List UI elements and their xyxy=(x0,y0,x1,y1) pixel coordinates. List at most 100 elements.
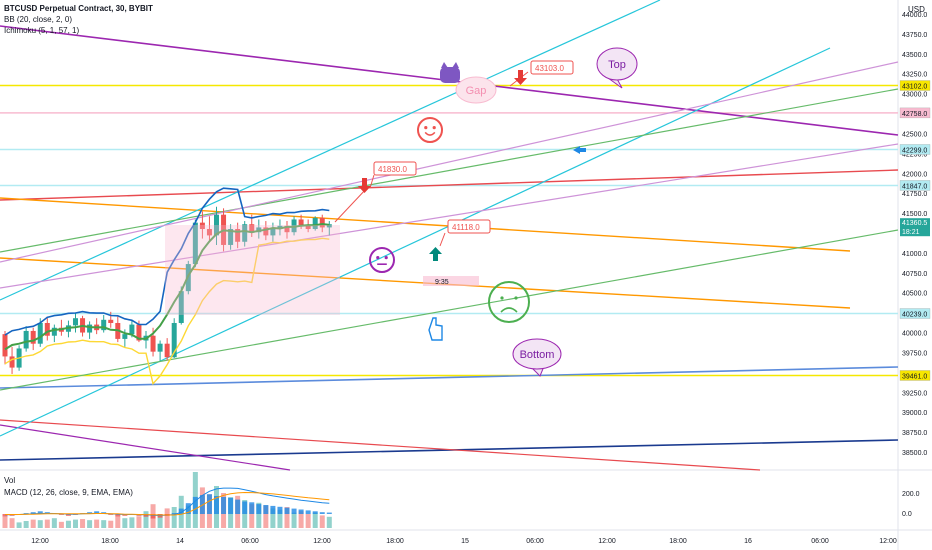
candle-body[interactable] xyxy=(101,319,107,331)
candle-body[interactable] xyxy=(270,229,276,236)
candle-body[interactable] xyxy=(242,224,248,242)
candle-body[interactable] xyxy=(73,318,78,326)
candle-body[interactable] xyxy=(228,229,234,245)
volume-bar xyxy=(65,520,71,528)
volume-bar xyxy=(58,521,64,528)
candle-body[interactable] xyxy=(37,322,43,344)
bottom-label-bubble[interactable] xyxy=(512,338,562,370)
callout-leader xyxy=(439,232,446,247)
candle-body[interactable] xyxy=(122,334,128,339)
y-tick-label: 41500.0 xyxy=(902,211,927,218)
candle-body[interactable] xyxy=(178,291,184,323)
candle-body[interactable] xyxy=(157,343,163,352)
candle-body[interactable] xyxy=(192,222,198,265)
candle-body[interactable] xyxy=(87,324,93,333)
price-callout-41830-box[interactable] xyxy=(373,161,417,176)
top-label-bubble[interactable] xyxy=(596,47,638,81)
y-tick-label: 39750.0 xyxy=(902,350,927,357)
macd-histogram-bar xyxy=(185,503,191,514)
trend-line[interactable] xyxy=(0,366,899,389)
trend-line[interactable] xyxy=(0,419,761,471)
trend-line[interactable] xyxy=(0,424,291,471)
candle-body[interactable] xyxy=(171,322,177,358)
down-arrow-icon[interactable] xyxy=(514,70,527,85)
candle-body[interactable] xyxy=(319,217,325,228)
trend-line[interactable] xyxy=(0,229,899,391)
trend-line[interactable] xyxy=(0,88,899,253)
trend-line[interactable] xyxy=(0,61,899,263)
hand-pointer-icon[interactable] xyxy=(428,317,443,341)
candle-body[interactable] xyxy=(326,224,332,228)
trend-line[interactable] xyxy=(0,169,899,201)
candle-body[interactable] xyxy=(291,219,297,233)
candle-body[interactable] xyxy=(199,222,205,230)
trend-line[interactable] xyxy=(0,0,661,301)
volume-bar xyxy=(284,507,290,528)
candle-body[interactable] xyxy=(305,225,311,230)
macd-histogram-bar xyxy=(319,512,325,514)
price-tag-label: 43102.0 xyxy=(902,84,927,91)
candle-body[interactable] xyxy=(263,227,269,236)
symbol-title[interactable]: BTCUSD Perpetual Contract, 30, BYBIT xyxy=(4,4,153,13)
candle-body[interactable] xyxy=(30,330,36,344)
countdown-label: 18:21 xyxy=(902,229,920,236)
bb-lower-band xyxy=(4,237,330,386)
cat-icon[interactable] xyxy=(440,67,460,83)
volume-bar xyxy=(277,509,283,528)
left-arrow-icon[interactable] xyxy=(573,146,586,154)
price-callout-41118-box[interactable] xyxy=(447,219,491,234)
candle-body[interactable] xyxy=(44,322,50,336)
candle-body[interactable] xyxy=(284,225,290,233)
trend-line[interactable] xyxy=(0,47,831,437)
face-eye xyxy=(432,126,436,130)
volume-bar xyxy=(171,507,177,528)
macd-histogram-bar xyxy=(108,514,114,515)
price-tag-box xyxy=(899,80,931,91)
candle-body[interactable] xyxy=(2,334,8,357)
volume-bar xyxy=(305,514,311,528)
bb-indicator-label[interactable]: BB (20, close, 2, 0) xyxy=(4,15,73,24)
sad-face-icon[interactable] xyxy=(488,281,530,323)
candle-body[interactable] xyxy=(249,224,255,233)
candle-body[interactable] xyxy=(312,217,318,230)
macd-histogram-bar xyxy=(242,501,248,514)
candle-body[interactable] xyxy=(298,219,304,226)
volume-bar xyxy=(143,511,149,528)
trend-line[interactable] xyxy=(0,143,899,289)
macd-legend[interactable]: MACD (12, 26, close, 9, EMA, EMA) xyxy=(4,488,133,497)
candle-body[interactable] xyxy=(235,229,241,242)
candle-body[interactable] xyxy=(277,225,283,230)
trend-line[interactable] xyxy=(0,197,851,252)
candle-body[interactable] xyxy=(206,229,212,236)
last-price-box xyxy=(900,218,930,237)
candle-body[interactable] xyxy=(9,356,15,368)
y-tick-label: 42500.0 xyxy=(902,131,927,138)
candle-body[interactable] xyxy=(150,335,156,352)
price-tag-box xyxy=(899,107,931,119)
vol-legend[interactable]: Vol xyxy=(4,476,16,485)
candle-body[interactable] xyxy=(136,324,142,341)
cat-ears xyxy=(441,62,459,68)
macd-histogram-bar xyxy=(249,502,255,514)
volume-axis-label: 200.0 xyxy=(902,491,920,498)
y-tick-label: 39000.0 xyxy=(902,410,927,417)
ichimoku-indicator-label[interactable]: Ichimoku (5, 1, 57, 1) xyxy=(4,26,80,35)
volume-bar xyxy=(319,515,325,528)
gap-label-bubble[interactable] xyxy=(455,76,497,104)
price-tag-label: 40239.0 xyxy=(902,312,927,319)
x-tick-label: 06:00 xyxy=(526,538,544,545)
candle-body[interactable] xyxy=(23,330,29,349)
candle-body[interactable] xyxy=(214,214,219,236)
happy-face-icon[interactable] xyxy=(417,117,443,143)
price-callout-43103-box[interactable] xyxy=(530,60,574,75)
candle-body[interactable] xyxy=(164,343,170,358)
candle-body[interactable] xyxy=(51,327,57,336)
x-tick-label: 12:00 xyxy=(31,538,49,545)
bb-basis-line xyxy=(4,222,330,351)
candle-body[interactable] xyxy=(129,324,135,335)
candle-body[interactable] xyxy=(108,319,114,323)
neutral-face-icon[interactable] xyxy=(369,247,395,273)
down-arrow-icon[interactable] xyxy=(358,178,371,193)
up-arrow-icon[interactable] xyxy=(429,247,442,261)
